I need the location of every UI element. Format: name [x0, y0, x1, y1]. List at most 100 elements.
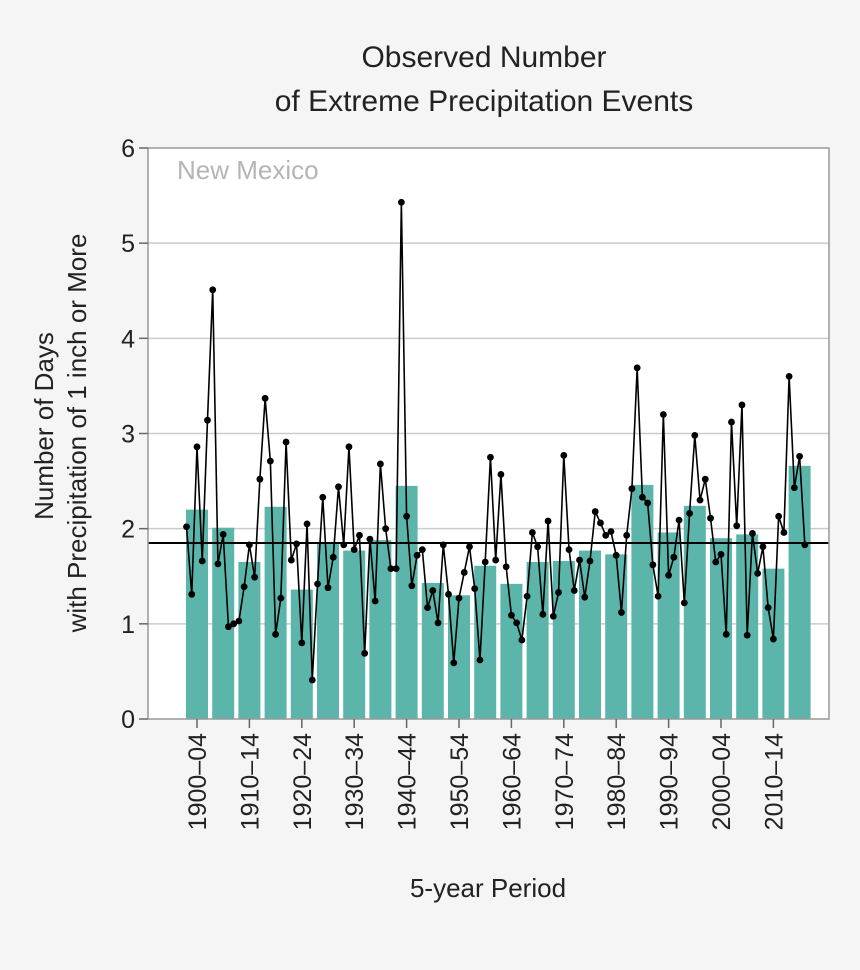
annual-point-1914: [256, 475, 264, 483]
bar-1900–04: [186, 509, 208, 719]
annual-point-2017: [796, 452, 803, 460]
x-tick-label: 1930–34: [341, 733, 369, 830]
annual-point-1960: [497, 471, 505, 478]
annual-point-1954: [466, 543, 473, 551]
annual-point-2006: [738, 401, 746, 409]
annual-point-1916: [266, 457, 274, 465]
annual-point-1973: [565, 546, 573, 554]
bar-1940–44: [395, 485, 418, 719]
annual-point-1976: [581, 593, 589, 601]
annual-point-1967: [534, 543, 541, 551]
x-tick-label: 1950–54: [446, 733, 474, 830]
annual-point-1951: [450, 659, 458, 667]
annual-point-1942: [403, 512, 410, 520]
annual-point-1995: [680, 599, 688, 607]
annual-point-1946: [424, 604, 431, 612]
annual-point-1979: [597, 519, 604, 527]
annual-point-1987: [639, 493, 646, 501]
annual-point-1924: [308, 676, 316, 684]
annual-point-1992: [665, 571, 672, 579]
annual-point-1988: [644, 499, 652, 507]
annual-point-1950: [445, 590, 452, 598]
annual-point-1926: [319, 493, 327, 501]
annual-point-1930: [340, 541, 348, 549]
bar-1960–64: [500, 583, 523, 719]
y-tick-label: 1: [121, 611, 135, 639]
x-axis-label: 5-year Period: [410, 873, 566, 903]
annual-point-1908: [225, 623, 232, 631]
annual-point-1949: [439, 541, 447, 549]
annual-point-1929: [335, 483, 342, 491]
x-tick-label: 1900–04: [184, 733, 212, 830]
y-axis-label-line-2: with Precipitation of 1 inch or More: [62, 234, 92, 634]
bar-2015–19: [788, 465, 811, 719]
annual-point-1940: [392, 565, 400, 573]
bar-1945–49: [421, 582, 444, 719]
annual-point-1983: [618, 609, 625, 616]
annual-point-1919: [282, 438, 290, 446]
annual-point-1934: [361, 649, 369, 657]
annual-point-1952: [455, 594, 463, 602]
annual-point-1925: [314, 580, 321, 588]
x-tick-label: 2010–14: [760, 733, 788, 830]
x-tick-label: 1980–84: [603, 733, 631, 830]
bar-1995–99: [683, 505, 706, 719]
y-tick-label: 0: [121, 706, 135, 734]
annual-point-1918: [277, 594, 285, 602]
annual-point-1977: [586, 557, 594, 565]
annual-point-1931: [345, 443, 353, 451]
y-tick-label: 4: [121, 325, 135, 353]
annual-point-1927: [324, 584, 332, 592]
x-tick-label: 1940–44: [394, 733, 422, 830]
annual-point-1911: [240, 583, 248, 591]
annual-point-1969: [544, 517, 552, 525]
annual-point-1936: [371, 597, 379, 605]
annual-point-1974: [570, 587, 578, 594]
annual-point-1981: [607, 528, 615, 535]
annual-point-1901: [188, 590, 196, 598]
annual-point-1984: [623, 531, 631, 539]
annual-point-1903: [198, 557, 206, 565]
chart-title-line-2: of Extreme Precipitation Events: [275, 85, 694, 118]
annual-point-1986: [633, 364, 641, 372]
annual-point-1991: [659, 411, 667, 418]
annual-point-1970: [549, 612, 557, 620]
annual-point-1971: [555, 589, 562, 596]
annual-point-1975: [576, 556, 583, 564]
x-tick-label: 1910–14: [236, 733, 264, 830]
subtitle-state: New Mexico: [177, 155, 319, 185]
y-tick-label: 2: [121, 516, 135, 544]
annual-point-1923: [303, 520, 311, 528]
y-tick-label: 5: [121, 230, 135, 258]
bar-1950–54: [448, 595, 470, 719]
annual-point-1989: [649, 561, 657, 569]
annual-point-1999: [701, 475, 709, 483]
bar-1985–89: [631, 484, 654, 719]
bar-1980–84: [605, 554, 628, 719]
annual-point-2008: [749, 530, 756, 537]
bar-1965–69: [526, 561, 549, 719]
annual-point-1938: [382, 525, 390, 533]
bar-1990–94: [657, 532, 680, 719]
annual-point-1909: [230, 620, 238, 628]
y-tick-label: 6: [121, 135, 135, 163]
annual-point-1958: [487, 453, 494, 461]
annual-point-1965: [523, 592, 531, 600]
annual-point-1972: [560, 451, 568, 459]
annual-point-1996: [686, 510, 693, 517]
annual-point-1945: [418, 546, 426, 554]
bar-1905–09: [212, 527, 235, 719]
annual-point-1904: [204, 416, 211, 424]
annual-point-2011: [764, 604, 772, 612]
annual-point-1900: [183, 523, 190, 531]
annual-point-2002: [717, 550, 725, 558]
annual-point-2003: [722, 630, 730, 638]
bar-1920–24: [290, 589, 313, 719]
annual-point-1905: [209, 286, 217, 294]
annual-point-1978: [591, 508, 599, 515]
annual-point-1957: [481, 558, 489, 566]
annual-point-1937: [377, 460, 384, 468]
annual-point-1966: [528, 529, 536, 536]
annual-point-1932: [350, 546, 358, 554]
annual-point-2015: [785, 373, 793, 380]
